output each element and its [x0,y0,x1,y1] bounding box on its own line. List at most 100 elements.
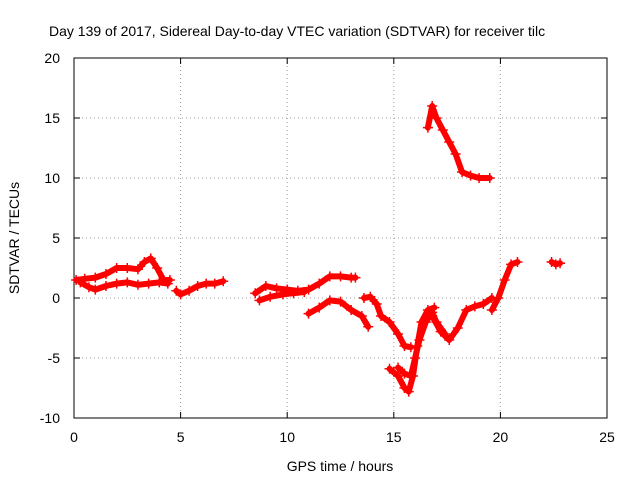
series-track-d [303,295,374,332]
data-point [384,317,395,327]
data-point [405,371,416,381]
data-point [350,272,361,283]
y-tick-label: 15 [44,110,60,126]
data-point [461,305,472,315]
data-point [484,173,495,183]
data-point [450,149,461,159]
series-track-f-high [422,101,495,183]
grid-lines [74,58,607,418]
data-point [154,277,165,288]
data-point [201,278,212,289]
series-track-b [171,276,229,300]
data-point [420,317,431,327]
data-point [324,295,335,306]
data-point [111,263,122,273]
data-point [478,299,489,309]
data-point [465,170,476,181]
y-tick-label: 0 [52,290,60,306]
data-point [457,167,468,177]
data-point [403,386,414,397]
data-point [363,321,374,332]
series-track-c-lower [254,287,310,306]
series-line [77,279,171,293]
x-tick-label: 20 [493,429,509,445]
series-line [488,259,521,313]
series-track-a-upper [71,253,175,285]
data-point [139,257,150,267]
data-point [175,289,186,300]
data-point [122,277,133,288]
x-axis-label: GPS time / hours [287,458,394,474]
data-point [550,259,561,270]
data-point [346,305,357,315]
data-point [393,371,404,381]
series-line [424,103,493,181]
data-point [435,326,446,337]
data-point [427,311,438,321]
data-point [75,277,86,288]
data-point [335,296,346,307]
data-point [209,278,220,289]
series-line [73,255,173,283]
data-point [145,253,156,264]
data-point [288,288,299,299]
plot-frame [73,57,608,419]
data-point [437,125,448,135]
y-tick-label: 10 [44,170,60,186]
x-tick-label: 15 [386,429,402,445]
data-point [452,323,463,333]
data-point [512,257,523,267]
data-point [132,279,143,290]
data-point [410,353,421,363]
data-point [393,362,404,373]
y-tick-label: -5 [48,350,61,366]
data-point [474,173,485,183]
data-point [486,305,497,315]
data-point [299,287,310,297]
data-point [358,293,369,303]
data-point [399,368,410,379]
x-tick-label: 10 [279,429,295,445]
axis-tick-labels: 0 5 10 15 20 25 -10 -5 0 5 10 15 20 [40,50,615,445]
data-point [444,137,455,147]
data-point [431,113,442,123]
data-point [371,299,382,309]
data-point [555,258,566,269]
data-series [71,101,566,397]
data-point [393,329,404,339]
data-point [271,283,282,294]
data-point [162,278,173,289]
data-point [335,271,346,282]
data-point [493,293,504,303]
data-point [192,281,203,291]
data-point [277,289,288,300]
data-point [399,341,410,351]
data-point [100,281,111,291]
data-point [184,285,195,296]
data-point [499,275,510,285]
data-point [422,122,433,133]
y-tick-label: 20 [44,50,60,66]
series-line [361,293,414,351]
y-tick-label: 5 [52,230,60,246]
data-point [111,278,122,289]
series-track-g [486,257,523,315]
data-point [376,311,387,321]
data-point [265,291,276,302]
data-point [152,263,163,273]
x-tick-label: 5 [177,429,185,445]
data-point [250,288,261,299]
data-point [122,263,133,273]
data-point [546,257,557,267]
data-point [218,276,229,287]
data-point [356,311,367,321]
data-point [254,295,265,306]
data-point [506,259,517,270]
data-point [143,278,154,289]
data-point [100,269,111,279]
data-point [90,272,101,283]
data-point [469,301,480,312]
data-point [427,101,438,111]
y-tick-label: -10 [40,410,60,426]
data-point [90,284,101,295]
